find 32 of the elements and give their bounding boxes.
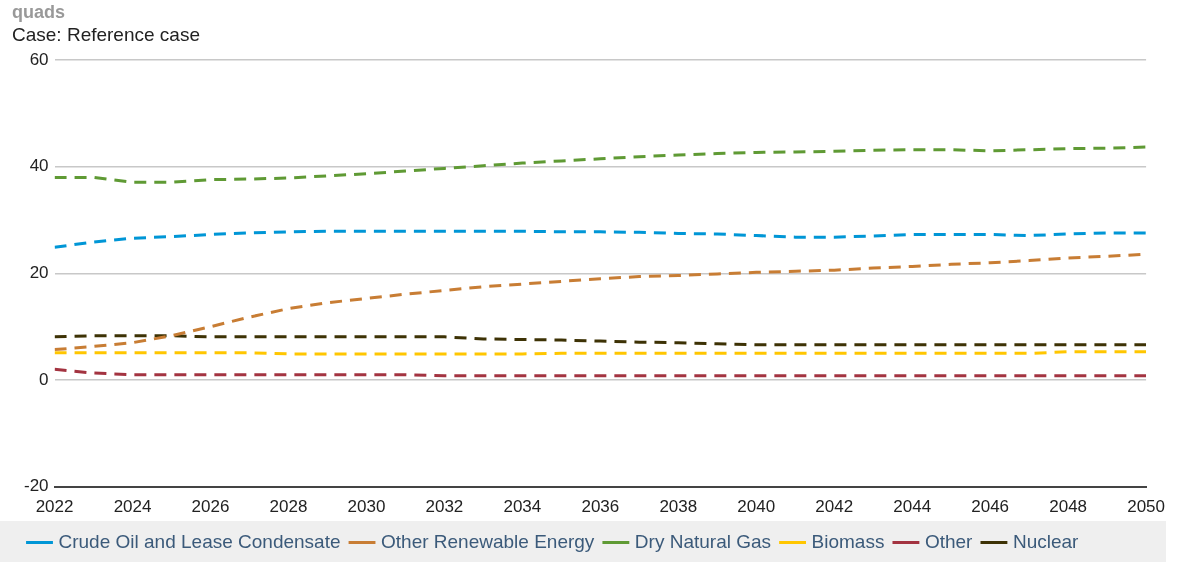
x-tick-label: 2046	[971, 497, 1010, 517]
legend-label: Crude Oil and Lease Condensate	[58, 530, 341, 552]
legend-label: Biomass	[811, 530, 885, 552]
line-series	[54, 145, 1147, 184]
x-tick-label: 2040	[737, 497, 776, 517]
x-tick-label: 2022	[35, 497, 74, 517]
x-tick-label: 2044	[893, 497, 932, 517]
x-tick-label: 2038	[659, 497, 698, 517]
line-series	[54, 367, 1147, 378]
y-tick-label: -20	[23, 476, 49, 496]
x-tick-label: 2034	[503, 497, 542, 517]
y-tick-label: 0	[39, 369, 49, 389]
x-tick-label: 2050	[1127, 497, 1165, 517]
y-tick-label: 60	[29, 49, 49, 69]
legend-label: Other	[924, 530, 974, 552]
x-tick-label: 2030	[347, 497, 386, 517]
line-series	[54, 229, 1147, 249]
chart-title: Case: Reference case	[12, 24, 200, 46]
y-tick-label: 20	[29, 263, 49, 283]
legend-label: Dry Natural Gas	[634, 530, 772, 552]
line-series	[54, 334, 1147, 347]
y-tick-label: 40	[29, 156, 49, 176]
x-tick-label: 2032	[425, 497, 464, 517]
legend-label: Other Renewable Energy	[381, 530, 595, 552]
x-tick-label: 2028	[269, 497, 308, 517]
legend-label: Nuclear	[1012, 530, 1080, 552]
y-axis-title: quads	[12, 2, 66, 23]
x-tick-label: 2042	[815, 497, 854, 517]
x-tick-label: 2036	[581, 497, 620, 517]
x-tick-label: 2024	[113, 497, 152, 517]
x-tick-label: 2048	[1049, 497, 1088, 517]
x-tick-label: 2026	[191, 497, 230, 517]
